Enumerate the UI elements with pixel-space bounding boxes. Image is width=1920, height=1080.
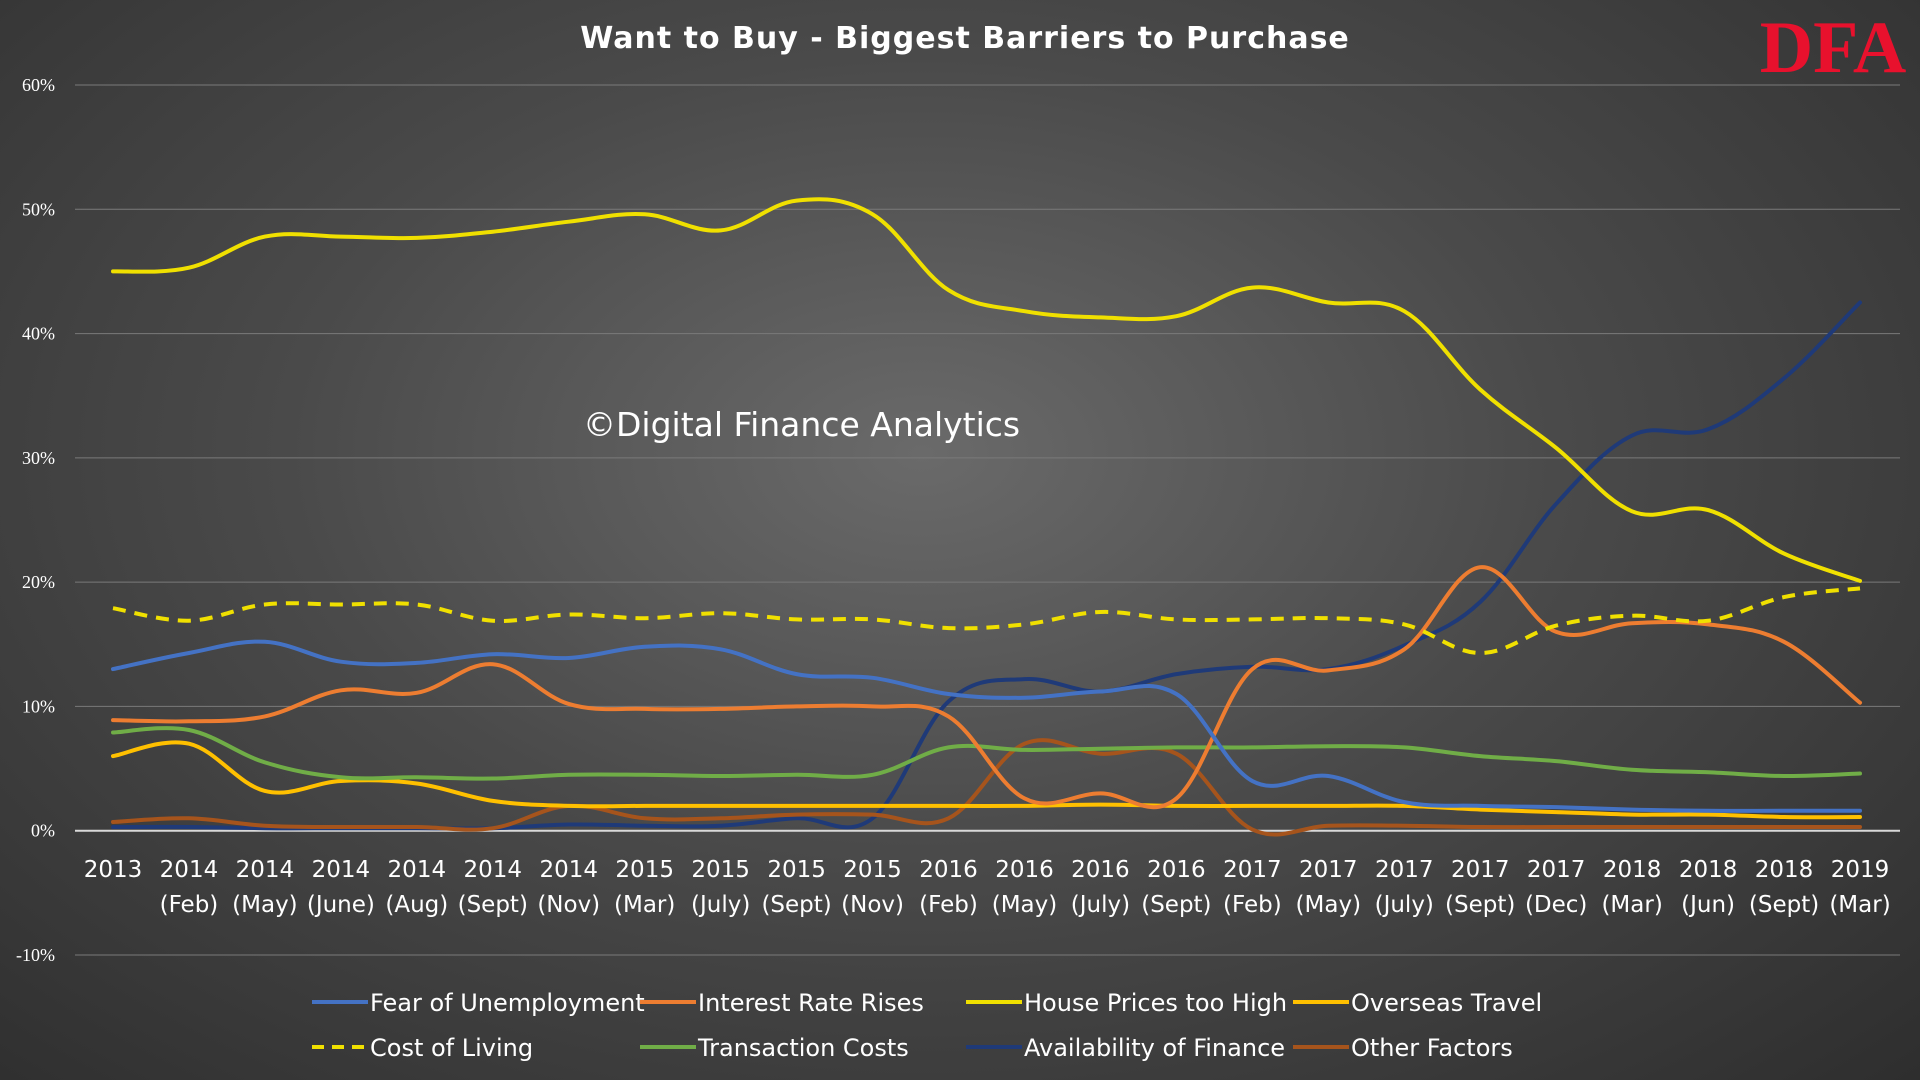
x-tick-label: 2014 [539,857,598,883]
series-lines [111,197,1862,837]
x-tick-label: (Sept) [761,892,831,918]
x-tick-label: 2017 [1223,857,1282,883]
x-tick-label: 2016 [995,857,1054,883]
x-tick-label: (Jun) [1681,892,1735,918]
x-tick-label: (July) [1071,892,1130,918]
x-tick-label: (May) [232,892,298,918]
x-tick-label: (Mar) [1829,892,1890,918]
x-tick-label: (Dec) [1525,892,1587,918]
x-tick-label: 2016 [1071,857,1130,883]
legend-label-transaction-costs: Transaction Costs [697,1034,909,1062]
y-tick-label: 40% [22,324,55,344]
x-tick-label: (Feb) [919,892,978,918]
x-tick-label: (July) [1375,892,1434,918]
series-line-transaction-costs [111,726,1862,781]
x-tick-label: (May) [1296,892,1362,918]
legend-label-interest-rate-rises: Interest Rate Rises [698,989,924,1017]
x-tick-label: (Sept) [458,892,528,918]
series-line-fear-of-unemployment [111,639,1862,813]
y-tick-label: 20% [22,572,55,592]
x-tick-label: (Feb) [1223,892,1282,918]
x-tick-label: 2015 [691,857,750,883]
x-tick-label: (Mar) [614,892,675,918]
legend-label-availability-of-finance: Availability of Finance [1024,1034,1285,1062]
series-line-other-factors [111,738,1862,837]
y-tick-label: 10% [22,696,55,716]
x-tick-label: (Nov) [841,892,904,918]
x-tick-label: 2017 [1527,857,1586,883]
x-tick-label: (May) [992,892,1058,918]
x-tick-label: 2017 [1299,857,1358,883]
legend-label-cost-of-living: Cost of Living [370,1034,533,1062]
x-tick-label: 2018 [1679,857,1738,883]
x-tick-label: 2017 [1451,857,1510,883]
x-tick-label: 2016 [919,857,978,883]
x-tick-label: 2018 [1755,857,1814,883]
x-tick-label: 2017 [1375,857,1434,883]
x-tick-label: (Nov) [537,892,600,918]
x-tick-label: 2014 [312,857,371,883]
chart-title: Want to Buy - Biggest Barriers to Purcha… [580,21,1350,56]
watermark-text: ©Digital Finance Analytics [583,405,1020,444]
x-axis-ticks: 2013 2014 (Feb) 2014 (May) 2014 (June) 2014 (Aug… [84,857,1891,918]
y-tick-label: 30% [22,448,55,468]
x-tick-label: 2015 [767,857,826,883]
legend-label-fear-of-unemployment: Fear of Unemployment [370,989,645,1017]
x-tick-label: (Aug) [385,892,448,918]
x-tick-label: 2018 [1603,857,1662,883]
x-tick-label: 2014 [464,857,523,883]
x-tick-label: 2015 [843,857,902,883]
legend-label-house-prices-too-high: House Prices too High [1024,989,1287,1017]
series-line-cost-of-living [112,586,1861,656]
x-tick-label: 2019 [1831,857,1890,883]
legend-label-overseas-travel: Overseas Travel [1351,989,1542,1017]
x-tick-label: 2015 [615,857,674,883]
x-tick-label: (Sept) [1749,892,1819,918]
x-tick-label: 2014 [388,857,447,883]
x-tick-label: 2016 [1147,857,1206,883]
series-line-house-prices-too-high [111,197,1862,583]
y-tick-label: 50% [22,199,55,219]
x-tick-label: 2014 [236,857,295,883]
x-tick-label: (Sept) [1141,892,1211,918]
y-tick-label: -10% [16,945,55,965]
x-tick-label: (June) [307,892,375,918]
dfa-logo: DFA [1760,7,1907,89]
y-tick-label: 60% [22,75,55,95]
series-line-availability-of-finance [111,300,1862,831]
series-line-overseas-travel [111,740,1862,820]
x-tick-label: (Sept) [1445,892,1515,918]
series-line-interest-rate-rises [111,565,1862,810]
x-tick-label: 2014 [160,857,219,883]
x-tick-label: (July) [691,892,750,918]
x-tick-label: (Feb) [160,892,219,918]
grid-lines [75,84,1900,956]
legend-label-other-factors: Other Factors [1351,1034,1513,1062]
legend: Fear of Unemployment Interest Rate Rises H… [312,989,1542,1062]
y-tick-label: 0% [31,821,55,841]
y-axis-ticks: 60% 50% 40% 30% 20% 10% 0% -10% [16,75,55,965]
x-tick-label: 2013 [84,857,143,883]
x-tick-label: (Mar) [1601,892,1662,918]
